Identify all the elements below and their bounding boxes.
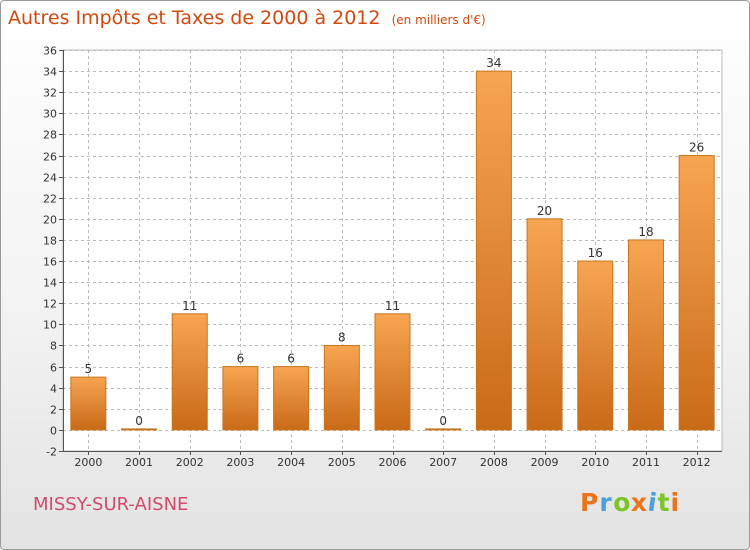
x-tick-label: 2009: [531, 456, 559, 469]
y-tick-label: 32: [43, 87, 57, 100]
commune-name: MISSY-SUR-AISNE: [33, 494, 189, 515]
y-tick-label: 10: [43, 319, 57, 332]
x-tick-label: 2002: [176, 456, 204, 469]
y-tick-label: 36: [43, 45, 57, 58]
y-tick-label: 2: [50, 404, 57, 417]
x-tick-label: 2010: [581, 456, 609, 469]
x-tick-label: 2006: [379, 456, 407, 469]
y-tick-label: 26: [43, 151, 57, 164]
bar-2003: [222, 366, 259, 431]
y-tick-label: 14: [43, 277, 57, 290]
bar-2009: [526, 218, 563, 431]
y-tick-label: 22: [43, 193, 57, 206]
chart-title-main: Autres Impôts et Taxes de 2000 à 2012: [8, 7, 381, 29]
data-label: 11: [182, 299, 197, 313]
y-tick-label: 16: [43, 256, 57, 269]
x-tick-label: 2003: [226, 456, 254, 469]
bar-2008: [475, 70, 512, 431]
bar-2011: [627, 239, 664, 431]
bar-2006: [374, 313, 411, 431]
bar-2010: [577, 260, 614, 431]
x-tick-label: 2007: [429, 456, 457, 469]
chart-title: Autres Impôts et Taxes de 2000 à 2012 (e…: [8, 7, 486, 29]
data-label: 20: [537, 204, 552, 218]
data-label: 16: [588, 246, 603, 260]
x-tick-label: 2004: [277, 456, 305, 469]
data-label: 34: [486, 56, 501, 70]
y-tick-label: 4: [50, 383, 57, 396]
x-tick-label: 2005: [328, 456, 356, 469]
y-tick-label: 12: [43, 298, 57, 311]
data-label: 8: [338, 330, 346, 344]
y-tick-label: 6: [50, 362, 57, 375]
x-tick-label: 2008: [480, 456, 508, 469]
data-label: 0: [439, 414, 447, 428]
bar-2012: [678, 155, 715, 431]
bar-2001: [121, 428, 158, 431]
x-tick-label: 2000: [74, 456, 102, 469]
bar-2005: [323, 344, 360, 431]
x-tick-label: 2012: [683, 456, 711, 469]
brand-letter: t: [657, 488, 671, 517]
data-label: 18: [638, 225, 653, 239]
brand-letter: r: [599, 488, 613, 517]
bar-2004: [273, 366, 310, 431]
y-tick-label: 24: [43, 172, 57, 185]
x-tick-label: 2001: [125, 456, 153, 469]
y-tick-label: 0: [50, 425, 57, 438]
y-tick-label: 30: [43, 108, 57, 121]
y-tick-label: 28: [43, 129, 57, 142]
bar-2007: [425, 428, 462, 431]
y-tick-label: -2: [46, 446, 57, 459]
data-label: 11: [385, 299, 400, 313]
bar-2000: [70, 376, 107, 431]
brand-letter: o: [611, 487, 633, 518]
brand-letter: x: [630, 488, 648, 517]
brand-letter: i: [670, 488, 681, 517]
y-tick-label: 8: [50, 340, 57, 353]
proxiti-logo[interactable]: Proxiti: [580, 487, 681, 518]
data-label: 0: [135, 414, 143, 428]
data-label: 5: [85, 362, 93, 376]
y-tick-label: 20: [43, 214, 57, 227]
chart-title-unit: (en milliers d'€): [391, 13, 486, 27]
data-label: 6: [237, 352, 245, 366]
data-label: 26: [689, 141, 704, 155]
y-tick-label: 34: [43, 66, 57, 79]
y-tick-label: 18: [43, 235, 57, 248]
x-tick-label: 2011: [632, 456, 660, 469]
brand-letter: P: [580, 488, 600, 517]
data-label: 6: [287, 352, 295, 366]
bar-2002: [171, 313, 208, 431]
